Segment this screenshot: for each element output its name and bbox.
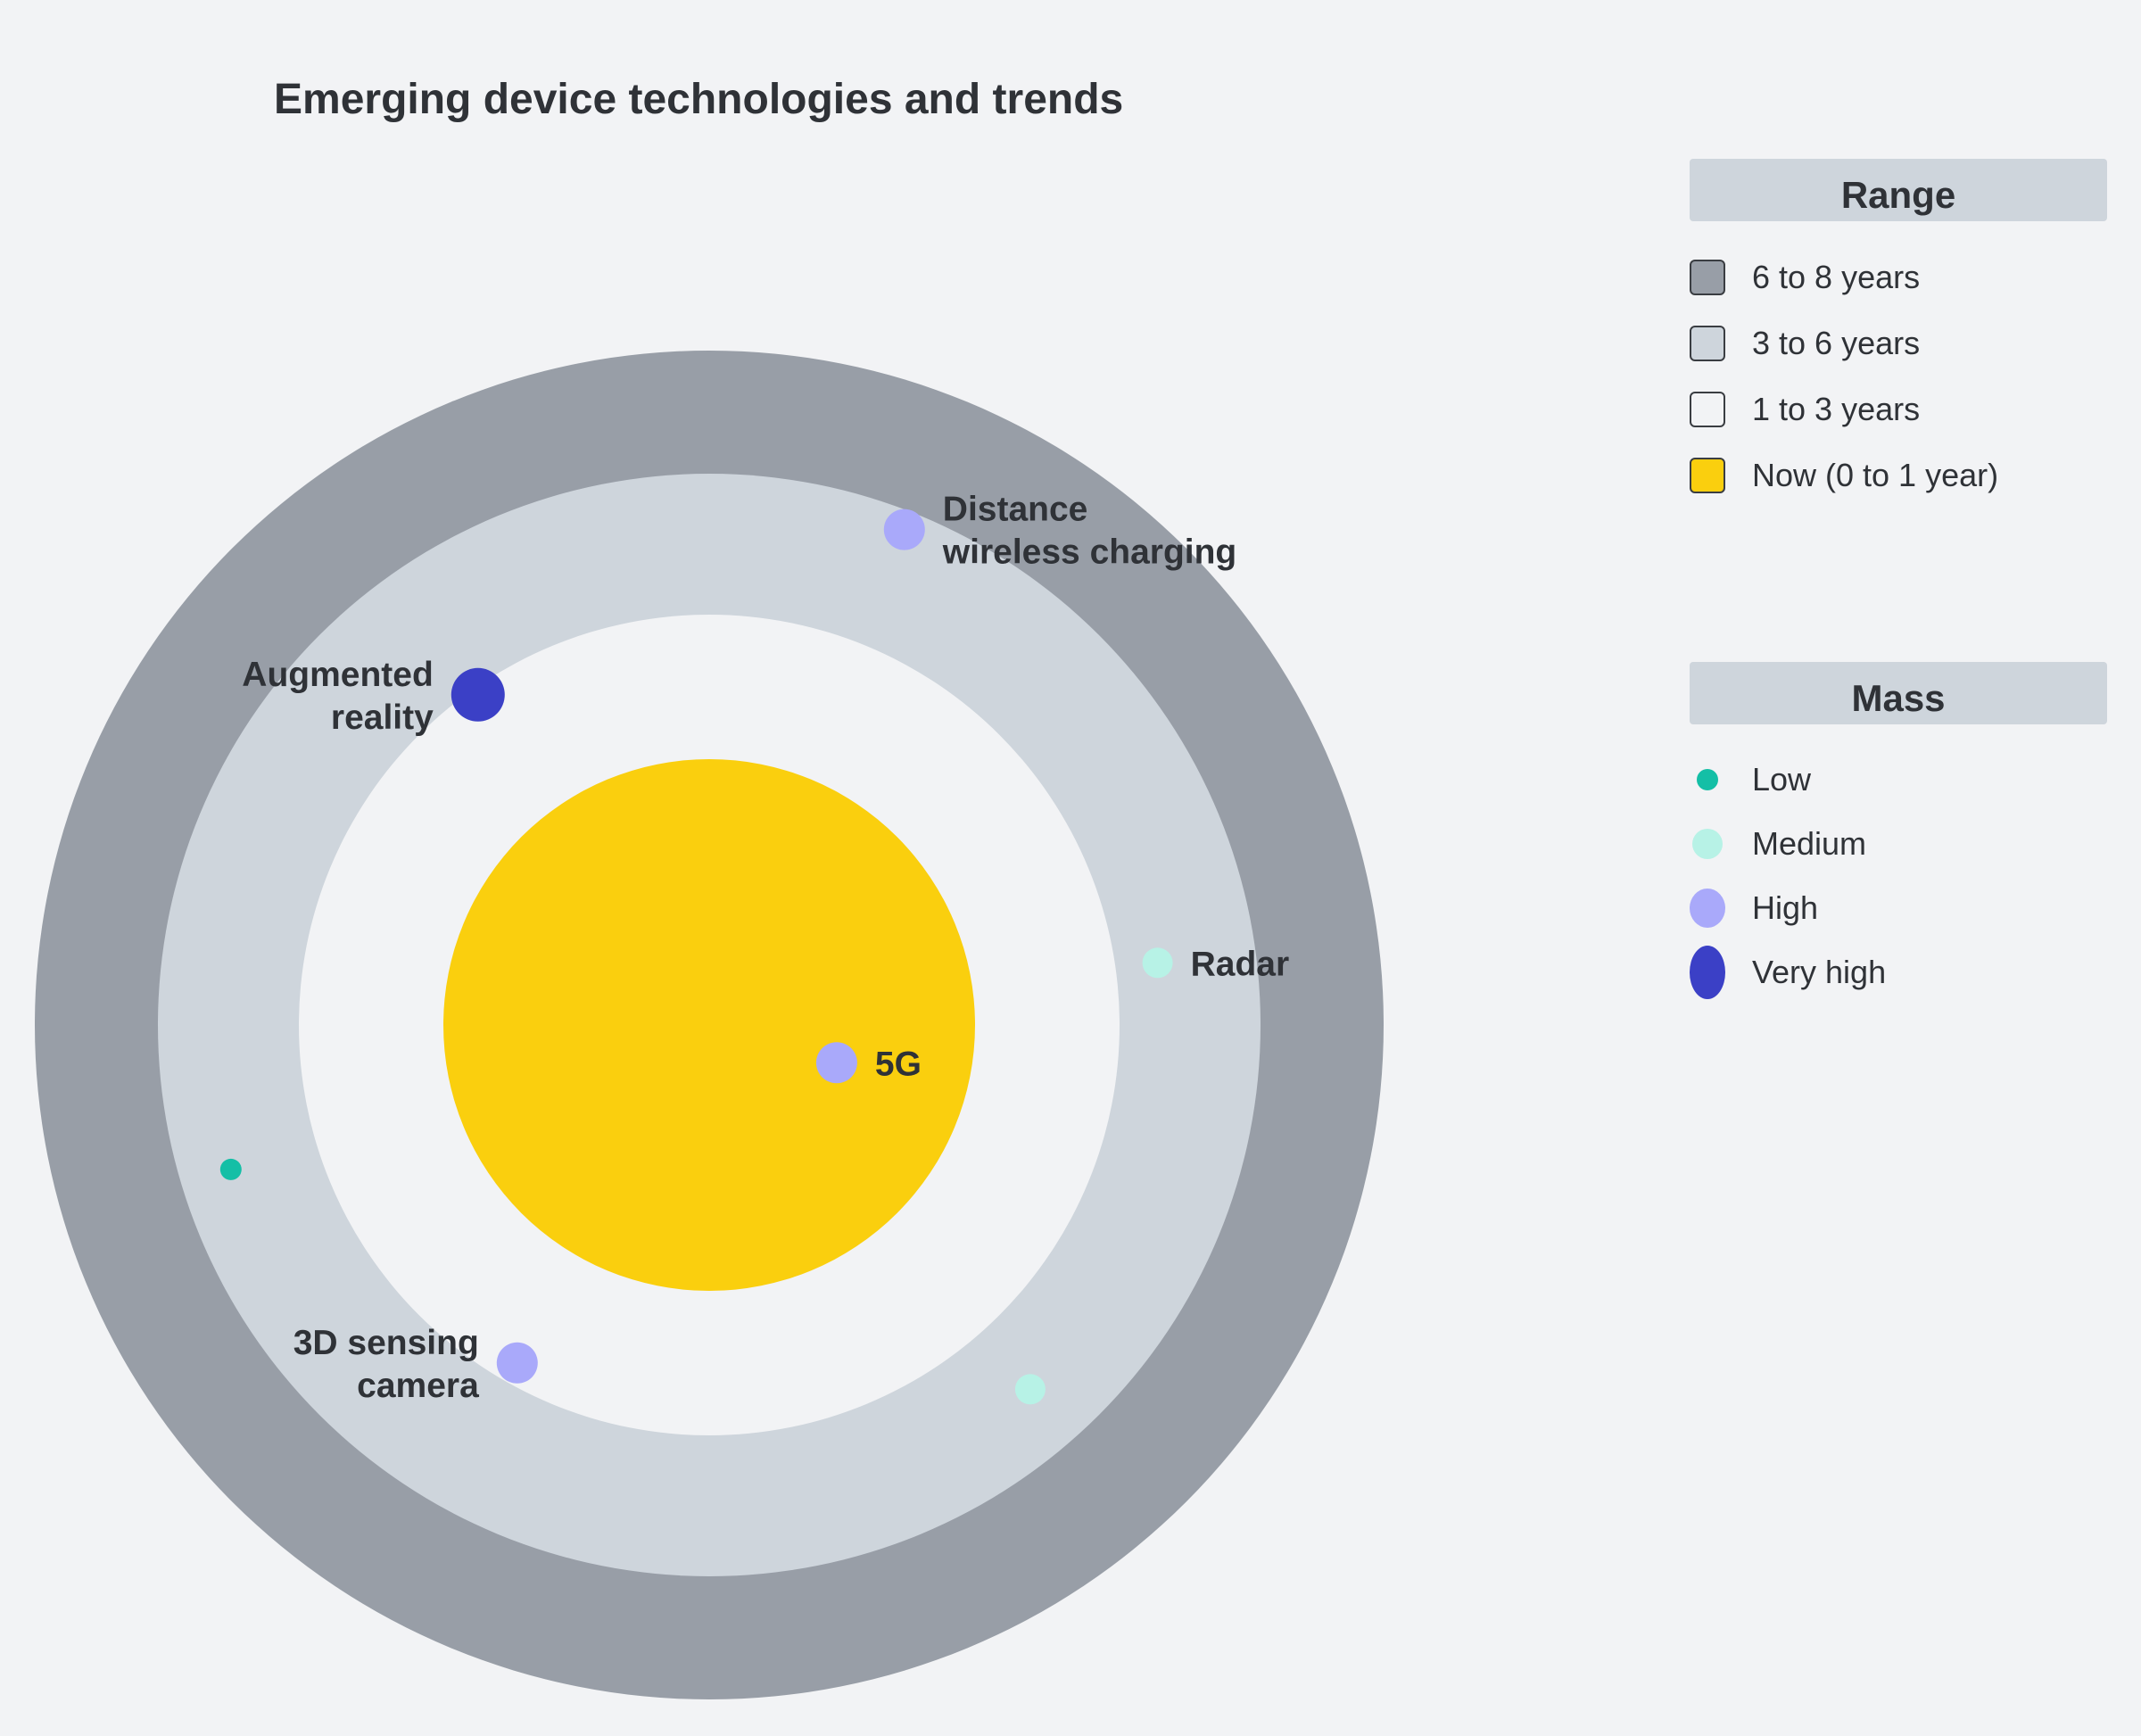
point-radar[interactable] (1142, 947, 1173, 979)
range-swatch-1-3 (1690, 392, 1725, 427)
range-legend-item: Now (0 to 1 year) (1690, 442, 2107, 508)
label-radar: Radar (1191, 945, 1290, 983)
label-5g: 5G (875, 1045, 922, 1083)
mass-label: Very high (1752, 954, 1887, 990)
label-augmented-reality: Augmented reality (242, 656, 434, 737)
point-augmented-reality[interactable] (451, 667, 505, 722)
mass-label: Low (1752, 761, 1812, 798)
point-unlabeled-6[interactable] (1014, 1374, 1046, 1405)
range-label: Now (0 to 1 year) (1752, 457, 1999, 493)
range-legend: Range 6 to 8 years 3 to 6 years 1 to 3 y… (1690, 159, 2107, 508)
mass-legend: Mass Low Medium High Very high (1690, 662, 2107, 1004)
range-swatch-6-8 (1690, 260, 1725, 295)
range-label: 3 to 6 years (1752, 325, 1921, 361)
range-label: 6 to 8 years (1752, 259, 1921, 295)
points-layer (219, 508, 1173, 1405)
point-5g[interactable] (815, 1042, 857, 1084)
label-distance-wireless-charging: Distance wireless charging (942, 491, 1236, 572)
mass-legend-item: Medium (1690, 812, 2107, 876)
mass-dot-high (1690, 889, 1725, 928)
point-3d-sensing-camera[interactable] (496, 1342, 538, 1384)
radar-chart: Distance wireless charging Augmented realit… (35, 351, 1384, 1699)
range-swatch-3-6 (1690, 326, 1725, 361)
ring-now (443, 759, 975, 1291)
range-legend-item: 1 to 3 years (1690, 376, 2107, 442)
range-legend-header: Range (1690, 159, 2107, 221)
mass-dot-low (1697, 769, 1718, 790)
mass-label: Medium (1752, 825, 1867, 862)
mass-dot-very-high (1690, 946, 1725, 999)
mass-dot-medium (1692, 829, 1723, 859)
label-3d-sensing-camera: 3D sensing camera (293, 1324, 479, 1405)
range-legend-item: 3 to 6 years (1690, 310, 2107, 376)
point-unlabeled-4[interactable] (219, 1158, 242, 1180)
range-label: 1 to 3 years (1752, 391, 1921, 427)
range-legend-item: 6 to 8 years (1690, 244, 2107, 310)
chart-title: Emerging device technologies and trends (274, 76, 1124, 123)
mass-legend-header: Mass (1690, 662, 2107, 724)
labels-layer: Distance wireless charging Augmented realit… (242, 491, 1289, 1405)
mass-label: High (1752, 889, 1819, 926)
mass-legend-item: Low (1690, 748, 2107, 812)
rings-layer (35, 351, 1384, 1699)
point-distance-wireless-charging[interactable] (883, 508, 925, 550)
mass-legend-item: High (1690, 876, 2107, 940)
range-swatch-now (1690, 458, 1725, 493)
mass-legend-item: Very high (1690, 940, 2107, 1004)
